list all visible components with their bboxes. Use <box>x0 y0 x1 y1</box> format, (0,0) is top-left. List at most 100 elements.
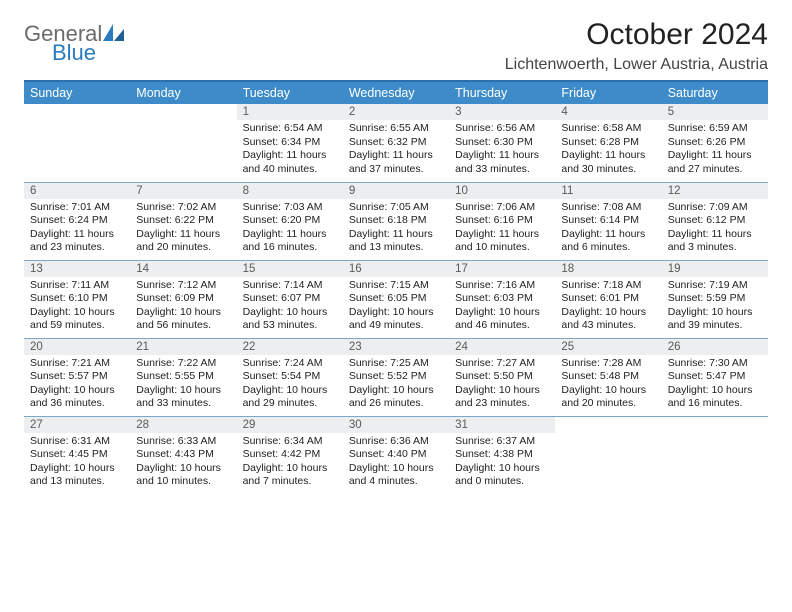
day-number: 9 <box>343 183 449 199</box>
calendar-body: 1Sunrise: 6:54 AMSunset: 6:34 PMDaylight… <box>24 104 768 494</box>
day-number: 17 <box>449 261 555 277</box>
sunset-text: Sunset: 4:43 PM <box>136 448 230 462</box>
calendar-day: 28Sunrise: 6:33 AMSunset: 4:43 PMDayligh… <box>130 416 236 494</box>
calendar-day: 22Sunrise: 7:24 AMSunset: 5:54 PMDayligh… <box>237 338 343 416</box>
sunrise-text: Sunrise: 7:27 AM <box>455 357 549 371</box>
calendar-day: 23Sunrise: 7:25 AMSunset: 5:52 PMDayligh… <box>343 338 449 416</box>
daylight-text: Daylight: 10 hours and 53 minutes. <box>243 306 337 333</box>
weekday-header: Monday <box>130 82 236 104</box>
sunset-text: Sunset: 5:50 PM <box>455 370 549 384</box>
sunset-text: Sunset: 6:14 PM <box>561 214 655 228</box>
logo-text: General Blue <box>24 24 125 64</box>
sunrise-text: Sunrise: 7:22 AM <box>136 357 230 371</box>
sunrise-text: Sunrise: 6:59 AM <box>668 122 762 136</box>
sunset-text: Sunset: 4:40 PM <box>349 448 443 462</box>
sunrise-text: Sunrise: 7:05 AM <box>349 201 443 215</box>
calendar-day <box>662 416 768 494</box>
day-body: Sunrise: 7:25 AMSunset: 5:52 PMDaylight:… <box>343 355 449 416</box>
sunrise-text: Sunrise: 7:28 AM <box>561 357 655 371</box>
calendar-head: SundayMondayTuesdayWednesdayThursdayFrid… <box>24 82 768 104</box>
daylight-text: Daylight: 10 hours and 20 minutes. <box>561 384 655 411</box>
calendar-day: 10Sunrise: 7:06 AMSunset: 6:16 PMDayligh… <box>449 182 555 260</box>
day-number: 23 <box>343 339 449 355</box>
day-body: Sunrise: 7:14 AMSunset: 6:07 PMDaylight:… <box>237 277 343 338</box>
calendar-table: SundayMondayTuesdayWednesdayThursdayFrid… <box>24 82 768 494</box>
calendar-day: 14Sunrise: 7:12 AMSunset: 6:09 PMDayligh… <box>130 260 236 338</box>
day-number: 30 <box>343 417 449 433</box>
day-number: 31 <box>449 417 555 433</box>
daylight-text: Daylight: 11 hours and 23 minutes. <box>30 228 124 255</box>
sunrise-text: Sunrise: 7:01 AM <box>30 201 124 215</box>
day-body: Sunrise: 7:30 AMSunset: 5:47 PMDaylight:… <box>662 355 768 416</box>
day-body: Sunrise: 7:03 AMSunset: 6:20 PMDaylight:… <box>237 199 343 260</box>
sunrise-text: Sunrise: 6:55 AM <box>349 122 443 136</box>
header: General Blue October 2024 Lichtenwoerth,… <box>24 18 768 74</box>
day-number: 20 <box>24 339 130 355</box>
calendar-week: 6Sunrise: 7:01 AMSunset: 6:24 PMDaylight… <box>24 182 768 260</box>
weekday-header: Thursday <box>449 82 555 104</box>
calendar-week: 20Sunrise: 7:21 AMSunset: 5:57 PMDayligh… <box>24 338 768 416</box>
day-body: Sunrise: 7:21 AMSunset: 5:57 PMDaylight:… <box>24 355 130 416</box>
sunrise-text: Sunrise: 6:31 AM <box>30 435 124 449</box>
day-number: 28 <box>130 417 236 433</box>
daylight-text: Daylight: 11 hours and 16 minutes. <box>243 228 337 255</box>
day-body: Sunrise: 6:56 AMSunset: 6:30 PMDaylight:… <box>449 120 555 181</box>
daylight-text: Daylight: 10 hours and 43 minutes. <box>561 306 655 333</box>
calendar-day <box>555 416 661 494</box>
sunset-text: Sunset: 5:54 PM <box>243 370 337 384</box>
day-number: 8 <box>237 183 343 199</box>
calendar-day: 26Sunrise: 7:30 AMSunset: 5:47 PMDayligh… <box>662 338 768 416</box>
sunset-text: Sunset: 6:01 PM <box>561 292 655 306</box>
sunset-text: Sunset: 6:30 PM <box>455 136 549 150</box>
calendar-day: 11Sunrise: 7:08 AMSunset: 6:14 PMDayligh… <box>555 182 661 260</box>
sunset-text: Sunset: 6:05 PM <box>349 292 443 306</box>
sunset-text: Sunset: 6:12 PM <box>668 214 762 228</box>
sunset-text: Sunset: 6:20 PM <box>243 214 337 228</box>
daylight-text: Daylight: 11 hours and 40 minutes. <box>243 149 337 176</box>
sunrise-text: Sunrise: 7:24 AM <box>243 357 337 371</box>
sunset-text: Sunset: 6:34 PM <box>243 136 337 150</box>
weekday-row: SundayMondayTuesdayWednesdayThursdayFrid… <box>24 82 768 104</box>
sunrise-text: Sunrise: 7:15 AM <box>349 279 443 293</box>
daylight-text: Daylight: 10 hours and 59 minutes. <box>30 306 124 333</box>
day-number: 26 <box>662 339 768 355</box>
day-number: 2 <box>343 104 449 120</box>
daylight-text: Daylight: 11 hours and 6 minutes. <box>561 228 655 255</box>
daylight-text: Daylight: 10 hours and 4 minutes. <box>349 462 443 489</box>
day-body: Sunrise: 7:28 AMSunset: 5:48 PMDaylight:… <box>555 355 661 416</box>
sunrise-text: Sunrise: 6:36 AM <box>349 435 443 449</box>
sunrise-text: Sunrise: 6:34 AM <box>243 435 337 449</box>
day-body <box>130 120 236 126</box>
calendar-day: 17Sunrise: 7:16 AMSunset: 6:03 PMDayligh… <box>449 260 555 338</box>
calendar-week: 27Sunrise: 6:31 AMSunset: 4:45 PMDayligh… <box>24 416 768 494</box>
day-body: Sunrise: 6:37 AMSunset: 4:38 PMDaylight:… <box>449 433 555 494</box>
day-body: Sunrise: 6:36 AMSunset: 4:40 PMDaylight:… <box>343 433 449 494</box>
day-number <box>662 417 768 433</box>
day-number: 5 <box>662 104 768 120</box>
day-number: 29 <box>237 417 343 433</box>
calendar-day: 7Sunrise: 7:02 AMSunset: 6:22 PMDaylight… <box>130 182 236 260</box>
day-number: 12 <box>662 183 768 199</box>
calendar-day: 8Sunrise: 7:03 AMSunset: 6:20 PMDaylight… <box>237 182 343 260</box>
sunset-text: Sunset: 5:55 PM <box>136 370 230 384</box>
calendar-day: 21Sunrise: 7:22 AMSunset: 5:55 PMDayligh… <box>130 338 236 416</box>
day-body: Sunrise: 7:16 AMSunset: 6:03 PMDaylight:… <box>449 277 555 338</box>
daylight-text: Daylight: 11 hours and 30 minutes. <box>561 149 655 176</box>
daylight-text: Daylight: 11 hours and 13 minutes. <box>349 228 443 255</box>
daylight-text: Daylight: 10 hours and 39 minutes. <box>668 306 762 333</box>
daylight-text: Daylight: 11 hours and 27 minutes. <box>668 149 762 176</box>
daylight-text: Daylight: 10 hours and 46 minutes. <box>455 306 549 333</box>
calendar-day: 3Sunrise: 6:56 AMSunset: 6:30 PMDaylight… <box>449 104 555 182</box>
daylight-text: Daylight: 11 hours and 37 minutes. <box>349 149 443 176</box>
calendar-day: 25Sunrise: 7:28 AMSunset: 5:48 PMDayligh… <box>555 338 661 416</box>
sunrise-text: Sunrise: 7:30 AM <box>668 357 762 371</box>
sunset-text: Sunset: 5:57 PM <box>30 370 124 384</box>
sunrise-text: Sunrise: 7:19 AM <box>668 279 762 293</box>
logo: General Blue <box>24 24 125 64</box>
sunrise-text: Sunrise: 7:12 AM <box>136 279 230 293</box>
calendar-day: 27Sunrise: 6:31 AMSunset: 4:45 PMDayligh… <box>24 416 130 494</box>
day-body: Sunrise: 7:02 AMSunset: 6:22 PMDaylight:… <box>130 199 236 260</box>
sunrise-text: Sunrise: 6:54 AM <box>243 122 337 136</box>
sunrise-text: Sunrise: 6:37 AM <box>455 435 549 449</box>
calendar-day: 20Sunrise: 7:21 AMSunset: 5:57 PMDayligh… <box>24 338 130 416</box>
